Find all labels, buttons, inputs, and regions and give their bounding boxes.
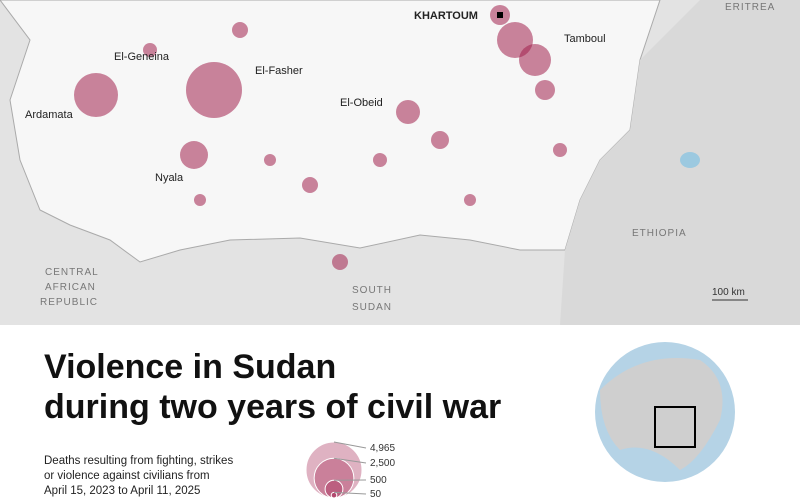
legend-description: April 15, 2023 to April 11, 2025	[44, 485, 200, 497]
country-label: SOUTH	[352, 285, 392, 296]
legend-label: 500	[370, 475, 387, 486]
khartoum-marker	[497, 12, 503, 18]
ethiopia-region	[560, 0, 800, 325]
city-label: Ardamata	[25, 109, 74, 121]
locator-globe	[595, 342, 735, 482]
country-label: ERITREA	[725, 2, 775, 13]
country-label: CENTRAL	[45, 267, 99, 278]
city-label: El-Fasher	[255, 65, 303, 77]
legend-leader	[333, 457, 367, 464]
city-label: KHARTOUM	[414, 10, 478, 22]
title: during two years of civil war	[44, 388, 501, 426]
city-label: Tamboul	[564, 33, 606, 45]
city-label: El-Geneina	[114, 51, 170, 63]
country-label: REPUBLIC	[40, 297, 98, 308]
country-label: AFRICAN	[45, 282, 96, 293]
city-label: Nyala	[155, 172, 184, 184]
sudan-region	[0, 0, 661, 263]
legend-leader	[333, 491, 367, 495]
lake	[680, 152, 700, 168]
country-label: SUDAN	[352, 302, 392, 313]
legend-label: 2,500	[370, 458, 395, 469]
legend-label: 4,965	[370, 443, 395, 454]
legend-label: 50	[370, 489, 382, 500]
title: Violence in Sudan	[44, 348, 336, 386]
incident-dots	[74, 5, 567, 270]
scale-label: 100 km	[712, 287, 745, 298]
legend-description: Deaths resulting from fighting, strikes	[44, 455, 233, 467]
legend-leader	[333, 441, 367, 449]
country-label: ETHIOPIA	[632, 228, 687, 239]
city-label: El-Obeid	[340, 97, 383, 109]
legend-description: or violence against civilians from	[44, 470, 210, 482]
legend-circle	[330, 491, 338, 499]
